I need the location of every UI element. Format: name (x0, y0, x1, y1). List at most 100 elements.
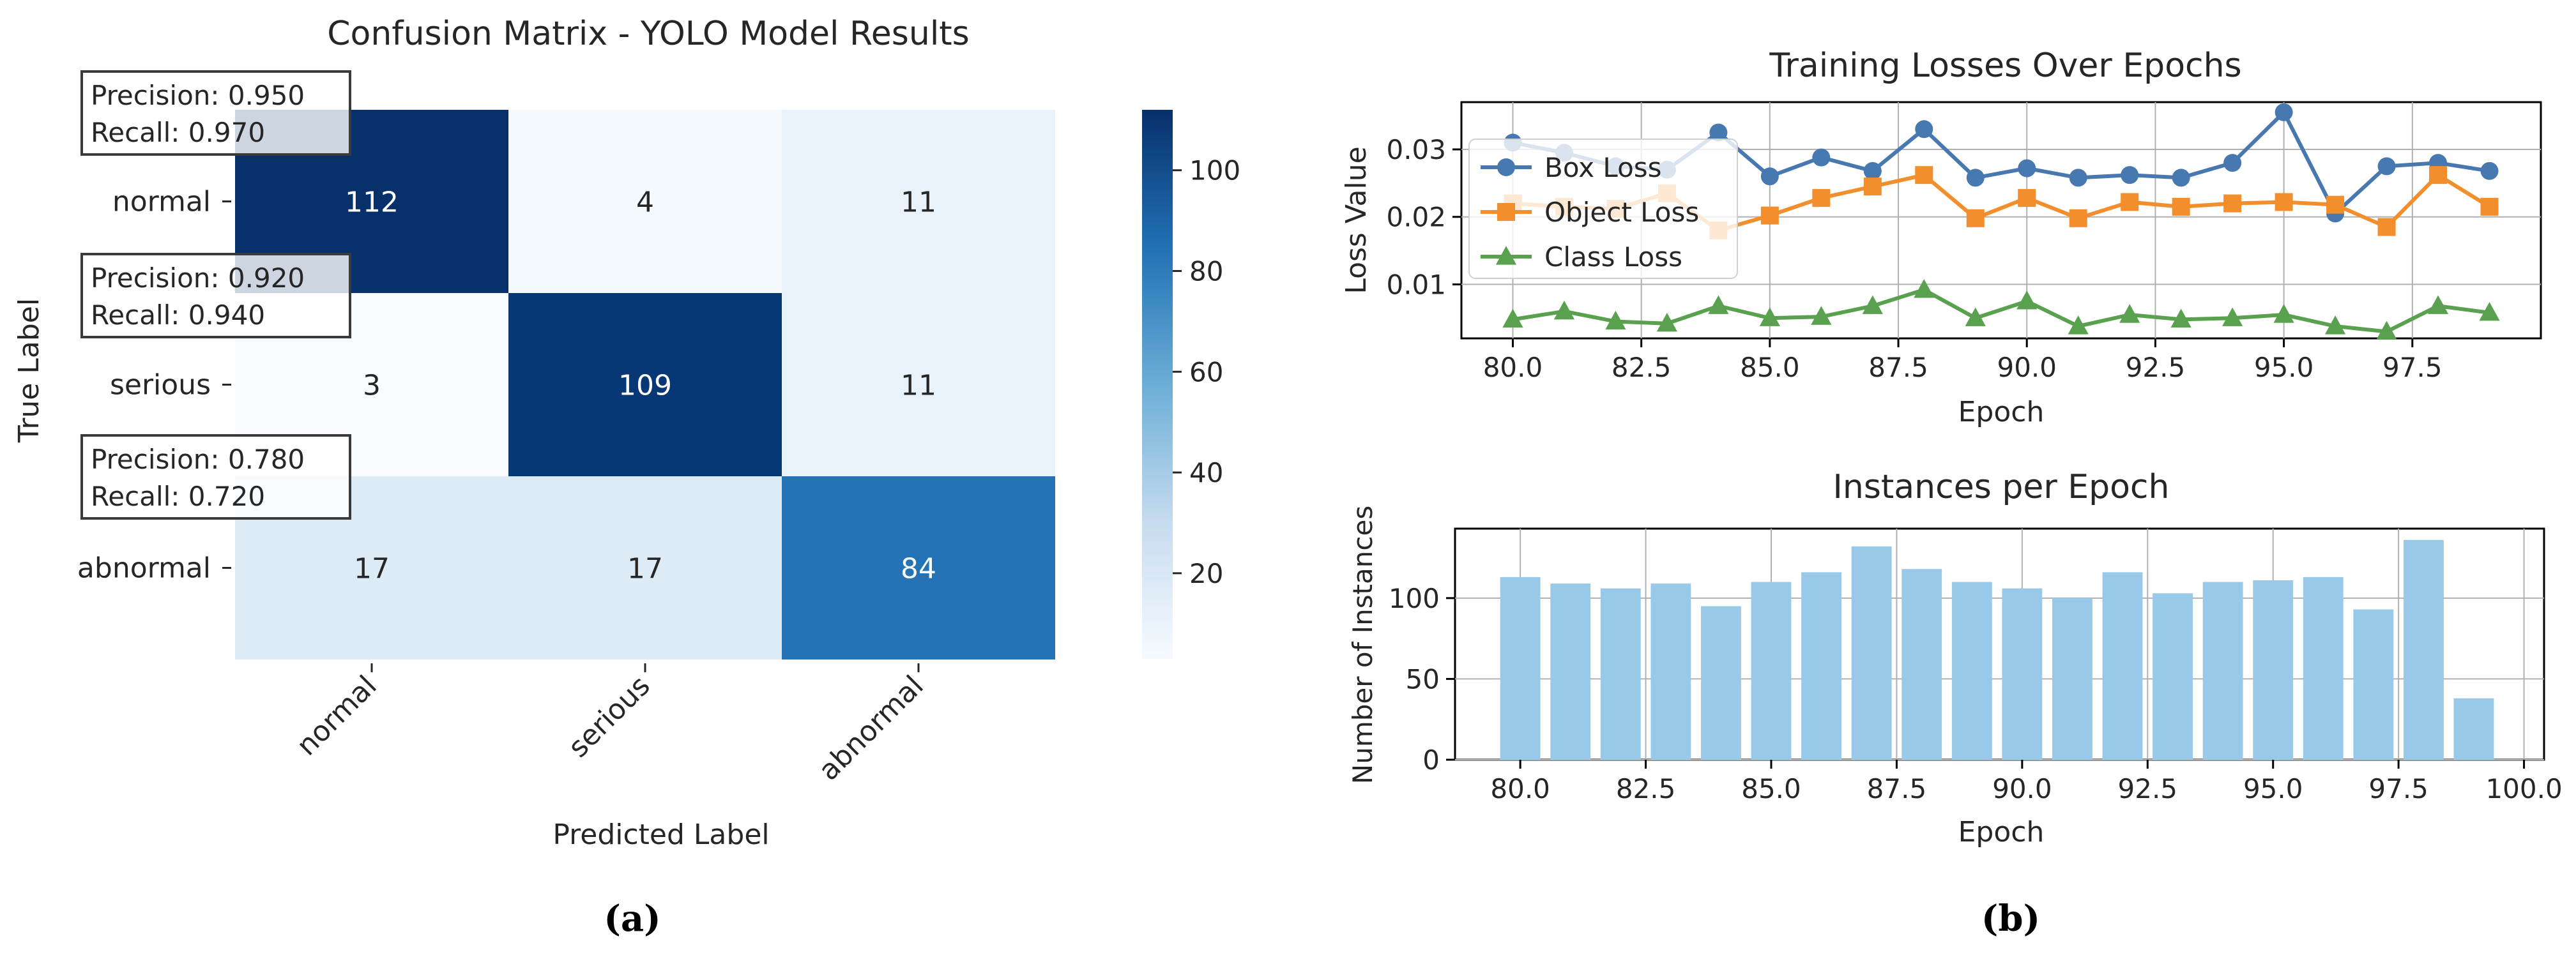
data-point (1966, 209, 1985, 227)
predicted-label-axis-title: Predicted Label (553, 818, 769, 851)
data-point (1553, 300, 1575, 320)
data-point (2326, 195, 2345, 214)
precision-text: Precision: 0.950 (91, 80, 305, 111)
data-point (2016, 290, 2038, 310)
data-point (2377, 218, 2396, 236)
x-tick-label: 95.0 (2243, 773, 2303, 804)
bar (2153, 593, 2193, 760)
true-label-axis-title: True Label (13, 298, 45, 443)
data-point (2222, 307, 2243, 326)
heatmap-cells: 112 4 11 3 109 11 17 17 84 (235, 110, 1055, 659)
data-point (2018, 159, 2036, 177)
legend-box (1468, 139, 1738, 279)
training-losses-panel: Training Losses Over Epochs 80.0 82.5 85.0… (1340, 47, 2542, 428)
heatmap-row-label: normal (112, 186, 211, 218)
annotation-box (80, 253, 351, 338)
instances-y-ticks: 0 50 100 (1389, 583, 1455, 776)
data-point (1708, 295, 1729, 314)
data-point (2324, 315, 2346, 335)
heatmap-row-label: serious (110, 369, 211, 402)
data-point (1966, 169, 1985, 187)
annotation-box (80, 434, 351, 520)
bar (2404, 539, 2444, 760)
caption-b: (b) (1981, 898, 2040, 940)
heatmap-cell-value: 4 (636, 186, 654, 219)
x-tick-label: 90.0 (1992, 773, 2052, 804)
heatmap-cell-value: 17 (354, 553, 390, 585)
bar (2253, 580, 2294, 760)
data-point (2480, 162, 2499, 180)
bar (1951, 582, 1992, 760)
series-class-loss (1502, 279, 2500, 340)
colorbar-tick-label: 20 (1189, 558, 1223, 589)
colorbar-ticks: 20 40 60 80 100 (1173, 155, 1240, 589)
legend-entry: Class Loss (1544, 241, 1682, 273)
instances-y-axis-title: Number of Instances (1347, 506, 1378, 784)
y-tick-label: 0.02 (1386, 202, 1446, 233)
instances-title: Instances per Epoch (1833, 468, 2170, 506)
bar (1650, 584, 1691, 760)
heatmap-cell-value: 11 (901, 370, 936, 402)
recall-text: Recall: 0.940 (91, 299, 265, 331)
heatmap-cell-value: 17 (627, 553, 663, 585)
heatmap-cell (782, 476, 1055, 659)
data-point (2275, 193, 2293, 211)
data-point (2018, 189, 2036, 207)
bar (1801, 572, 1841, 760)
heatmap-cell-value: 112 (345, 186, 399, 219)
bar (1550, 584, 1591, 760)
data-point (2121, 193, 2139, 211)
data-point (2223, 154, 2242, 172)
bar (2002, 588, 2043, 760)
precision-text: Precision: 0.780 (91, 444, 305, 475)
data-point (1863, 162, 1882, 180)
bar (2102, 572, 2143, 760)
data-point (1502, 308, 1523, 328)
x-tick-label: 90.0 (1997, 352, 2057, 383)
data-point (2479, 302, 2500, 321)
bar (2052, 598, 2092, 760)
precision-text: Precision: 0.920 (91, 262, 305, 294)
data-point (2275, 103, 2293, 121)
legend-entry: Object Loss (1544, 197, 1699, 228)
data-point (1915, 166, 1933, 185)
bar (2453, 698, 2494, 760)
data-point (2429, 166, 2448, 185)
y-tick-label: 100 (1389, 583, 1440, 614)
confusion-matrix-panel: Confusion Matrix - YOLO Model Results 11… (13, 15, 1240, 940)
recall-text: Recall: 0.970 (91, 117, 265, 148)
data-point (1965, 307, 1986, 326)
heatmap-row-labels: normal serious abnormal (77, 186, 231, 585)
losses-x-ticks: 80.0 82.5 85.0 87.5 90.0 92.5 95.0 97.5 (1483, 338, 2443, 383)
legend-entry: Box Loss (1544, 152, 1662, 183)
data-point (1863, 177, 1882, 196)
instances-panel: Instances per Epoch 80.0 82.5 85.0 87.5 90.0… (1347, 468, 2563, 940)
colorbar-tick-label: 100 (1189, 155, 1240, 186)
data-point (2172, 169, 2190, 187)
losses-legend: Box Loss Object Loss Class Loss (1468, 139, 1738, 279)
recall-text: Recall: 0.720 (91, 481, 265, 512)
colorbar-tick-label: 60 (1189, 356, 1223, 388)
x-tick-label: 92.5 (2118, 773, 2178, 804)
y-tick-label: 50 (1406, 663, 1440, 695)
losses-title: Training Losses Over Epochs (1769, 47, 2241, 85)
heatmap-cell (508, 293, 782, 476)
x-tick-label: 92.5 (2126, 352, 2186, 383)
data-point (1760, 206, 1779, 225)
colorbar-tick-label: 80 (1189, 255, 1223, 287)
data-point (2376, 320, 2397, 340)
x-tick-label: 82.5 (1612, 352, 1672, 383)
bar (1701, 606, 1741, 760)
data-point (2119, 304, 2140, 323)
heatmap-column-label: serious (562, 670, 657, 764)
data-point (2427, 295, 2449, 314)
heatmap-column-label: normal (291, 670, 383, 762)
losses-series (1502, 103, 2500, 340)
confusion-matrix-title: Confusion Matrix - YOLO Model Results (327, 15, 970, 53)
losses-y-axis-title: Loss Value (1340, 146, 1373, 294)
x-tick-label: 87.5 (1868, 352, 1928, 383)
heatmap-cell-value: 109 (618, 370, 672, 402)
bar (1600, 588, 1641, 760)
bar (1902, 569, 1942, 760)
data-point (1759, 307, 1780, 326)
